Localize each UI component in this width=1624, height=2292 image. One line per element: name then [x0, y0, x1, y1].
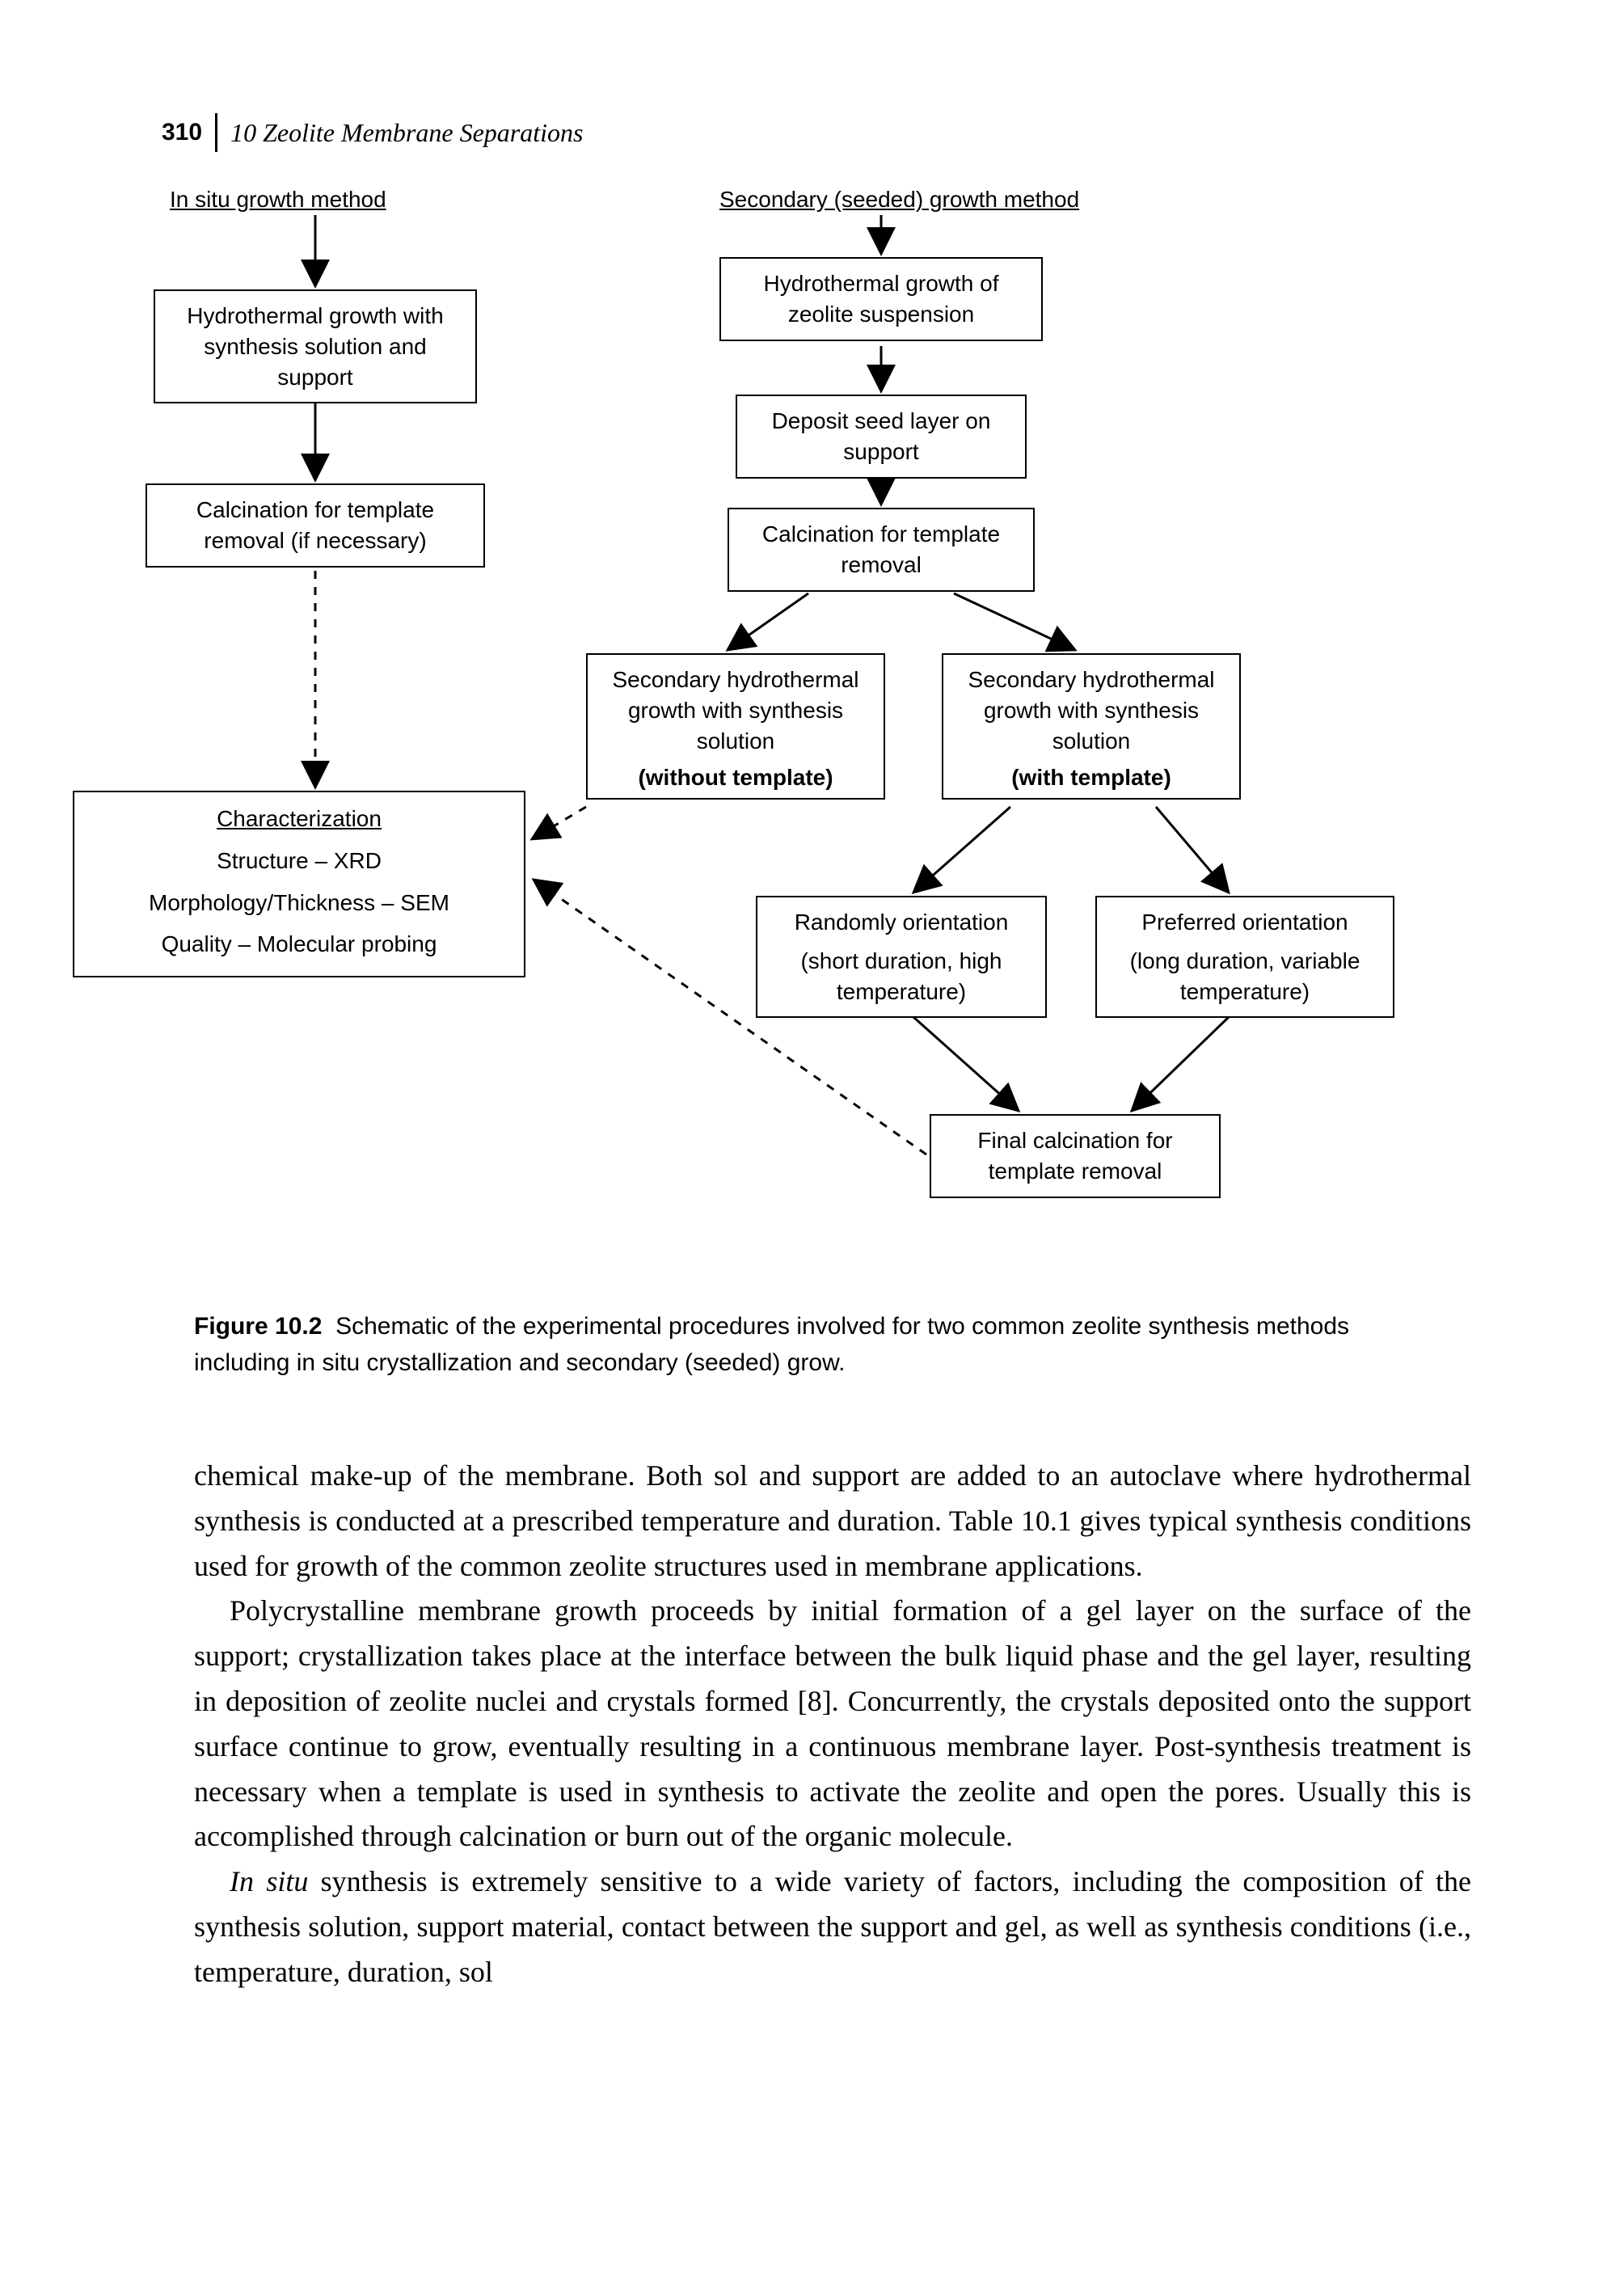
node-random-orientation: Randomly orientation (short duration, hi… — [756, 896, 1047, 1018]
node-final-calcination: Final calcination for template removal — [930, 1114, 1221, 1198]
para-1: chemical make-up of the membrane. Both s… — [194, 1454, 1471, 1589]
node-preferred-orientation: Preferred orientation (long duration, va… — [1095, 896, 1394, 1018]
sec-no-template-text: Secondary hydrothermal growth with synth… — [596, 665, 875, 756]
char-xrd: Structure – XRD — [82, 846, 516, 876]
figure-caption-text: Schematic of the experimental procedures… — [194, 1313, 1349, 1376]
para-3: In situ synthesis is extremely sensitive… — [194, 1859, 1471, 1994]
left-method-heading: In situ growth method — [170, 184, 461, 215]
sec-no-template-sub: (without template) — [596, 762, 875, 793]
right-method-heading: Secondary (seeded) growth method — [719, 184, 1140, 215]
chapter-title: 10 Zeolite Membrane Separations — [217, 118, 583, 148]
figure-label: Figure 10.2 — [194, 1313, 322, 1340]
char-title: Characterization — [82, 804, 516, 834]
node-deposit-seed: Deposit seed layer on support — [736, 395, 1027, 479]
rand-line2: (short duration, high temperature) — [766, 946, 1037, 1007]
rand-line1: Randomly orientation — [766, 907, 1037, 938]
sec-with-template-text: Secondary hydrothermal growth with synth… — [951, 665, 1231, 756]
para-3-rest: synthesis is extremely sensitive to a wi… — [194, 1865, 1471, 1988]
para-2: Polycrystalline membrane growth proceeds… — [194, 1589, 1471, 1859]
running-head: 310 10 Zeolite Membrane Separations — [162, 113, 1495, 152]
para-3-lead: In situ — [230, 1865, 308, 1897]
body-text: chemical make-up of the membrane. Both s… — [162, 1454, 1495, 1995]
page-number: 310 — [162, 113, 217, 152]
node-hydrothermal-suspension: Hydrothermal growth of zeolite suspensio… — [719, 257, 1043, 341]
node-calcination-insitu: Calcination for template removal (if nec… — [146, 483, 485, 568]
node-secondary-without: Secondary hydrothermal growth with synth… — [586, 653, 885, 800]
sec-with-template-sub: (with template) — [951, 762, 1231, 793]
char-sem: Morphology/Thickness – SEM — [82, 888, 516, 918]
figure-caption: Figure 10.2 Schematic of the experimenta… — [162, 1308, 1495, 1381]
node-hydrothermal-growth-insitu: Hydrothermal growth with synthesis solut… — [154, 289, 477, 403]
figure-diagram: In situ growth method Secondary (seeded)… — [65, 184, 1398, 1284]
page: 310 10 Zeolite Membrane Separations In s… — [162, 113, 1495, 1995]
pref-line2: (long duration, variable temperature) — [1105, 946, 1385, 1007]
pref-line1: Preferred orientation — [1105, 907, 1385, 938]
char-probing: Quality – Molecular probing — [82, 929, 516, 960]
node-secondary-with: Secondary hydrothermal growth with synth… — [942, 653, 1241, 800]
node-characterization: Characterization Structure – XRD Morphol… — [73, 791, 525, 977]
node-calcination-seeded: Calcination for template removal — [728, 508, 1035, 592]
